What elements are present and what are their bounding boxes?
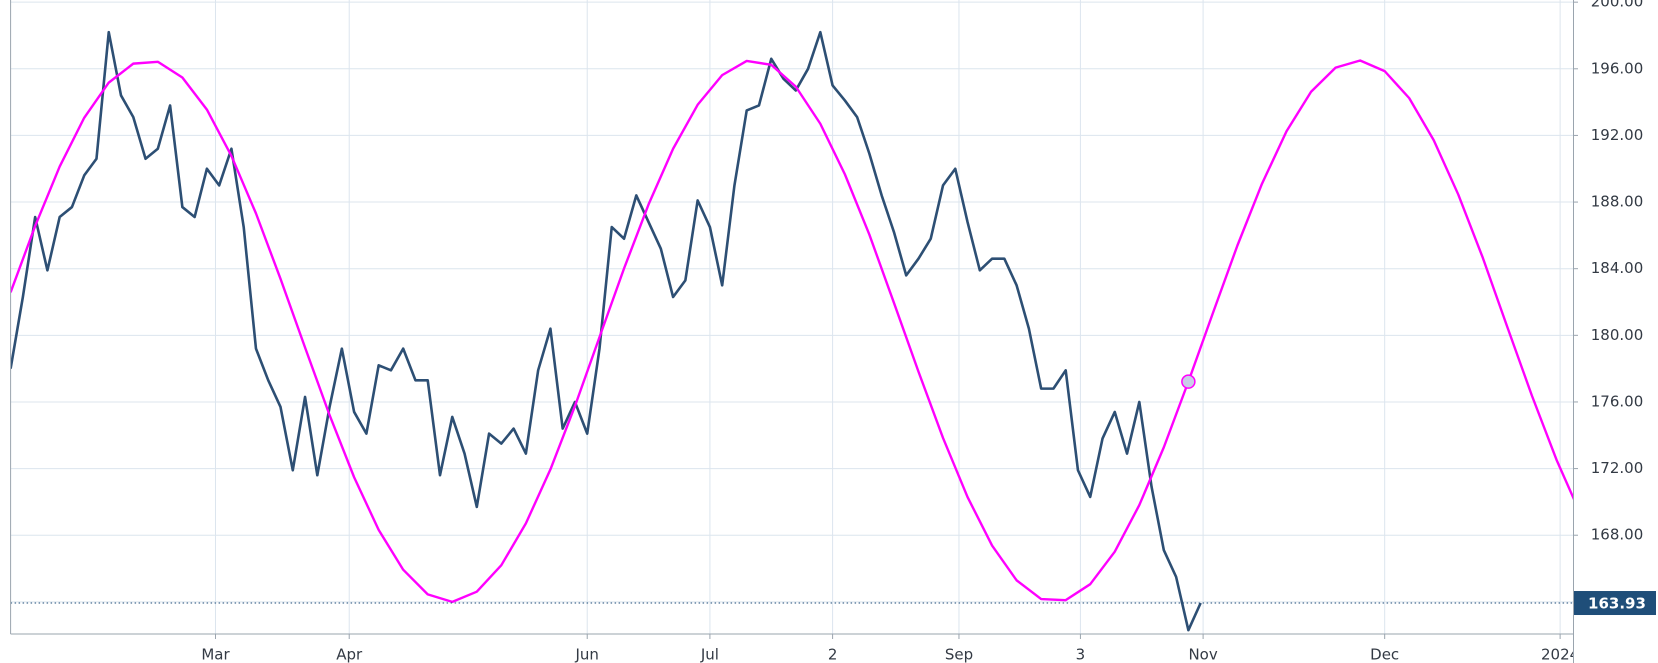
x-tick-label: 2024 (1541, 646, 1579, 663)
y-tick-label: 180.00 (1591, 326, 1644, 344)
y-tick-label: 172.00 (1591, 459, 1644, 477)
x-tick-label: Nov (1188, 646, 1217, 663)
last-price-box (1574, 591, 1656, 616)
y-tick-label: 196.00 (1591, 59, 1644, 77)
y-tick-label: 184.00 (1591, 259, 1644, 277)
series-line (10, 30, 1202, 632)
x-tick-label: Sep (945, 646, 973, 663)
series-line (10, 59, 1574, 604)
x-tick-label: Jun (575, 646, 599, 663)
y-axis-panel (1574, 0, 1658, 663)
y-tick-label: 168.00 (1591, 526, 1644, 544)
last-price-label: 163.93 (1588, 595, 1646, 613)
cycle-marker (1181, 374, 1196, 389)
grid (10, 0, 1573, 634)
x-tick-label: Dec (1370, 646, 1399, 663)
x-axis: Mar Apr Jun Jul 2 Sep 3 Nov Dec 2024 (201, 634, 1579, 663)
y-tick-label: 200.00 (1591, 0, 1644, 11)
x-tick-label: Apr (336, 646, 363, 663)
y-tick-label: 188.00 (1591, 193, 1644, 211)
x-tick-label: 2 (828, 646, 838, 663)
y-tick-label: 192.00 (1591, 126, 1644, 144)
x-tick-label: 3 (1076, 646, 1086, 663)
y-tick-label: 176.00 (1591, 392, 1644, 410)
plot-area (10, 30, 1574, 632)
overlay: 163.93 (1181, 374, 1656, 616)
x-tick-label: Jul (700, 646, 719, 663)
x-tick-label: Mar (201, 646, 230, 663)
